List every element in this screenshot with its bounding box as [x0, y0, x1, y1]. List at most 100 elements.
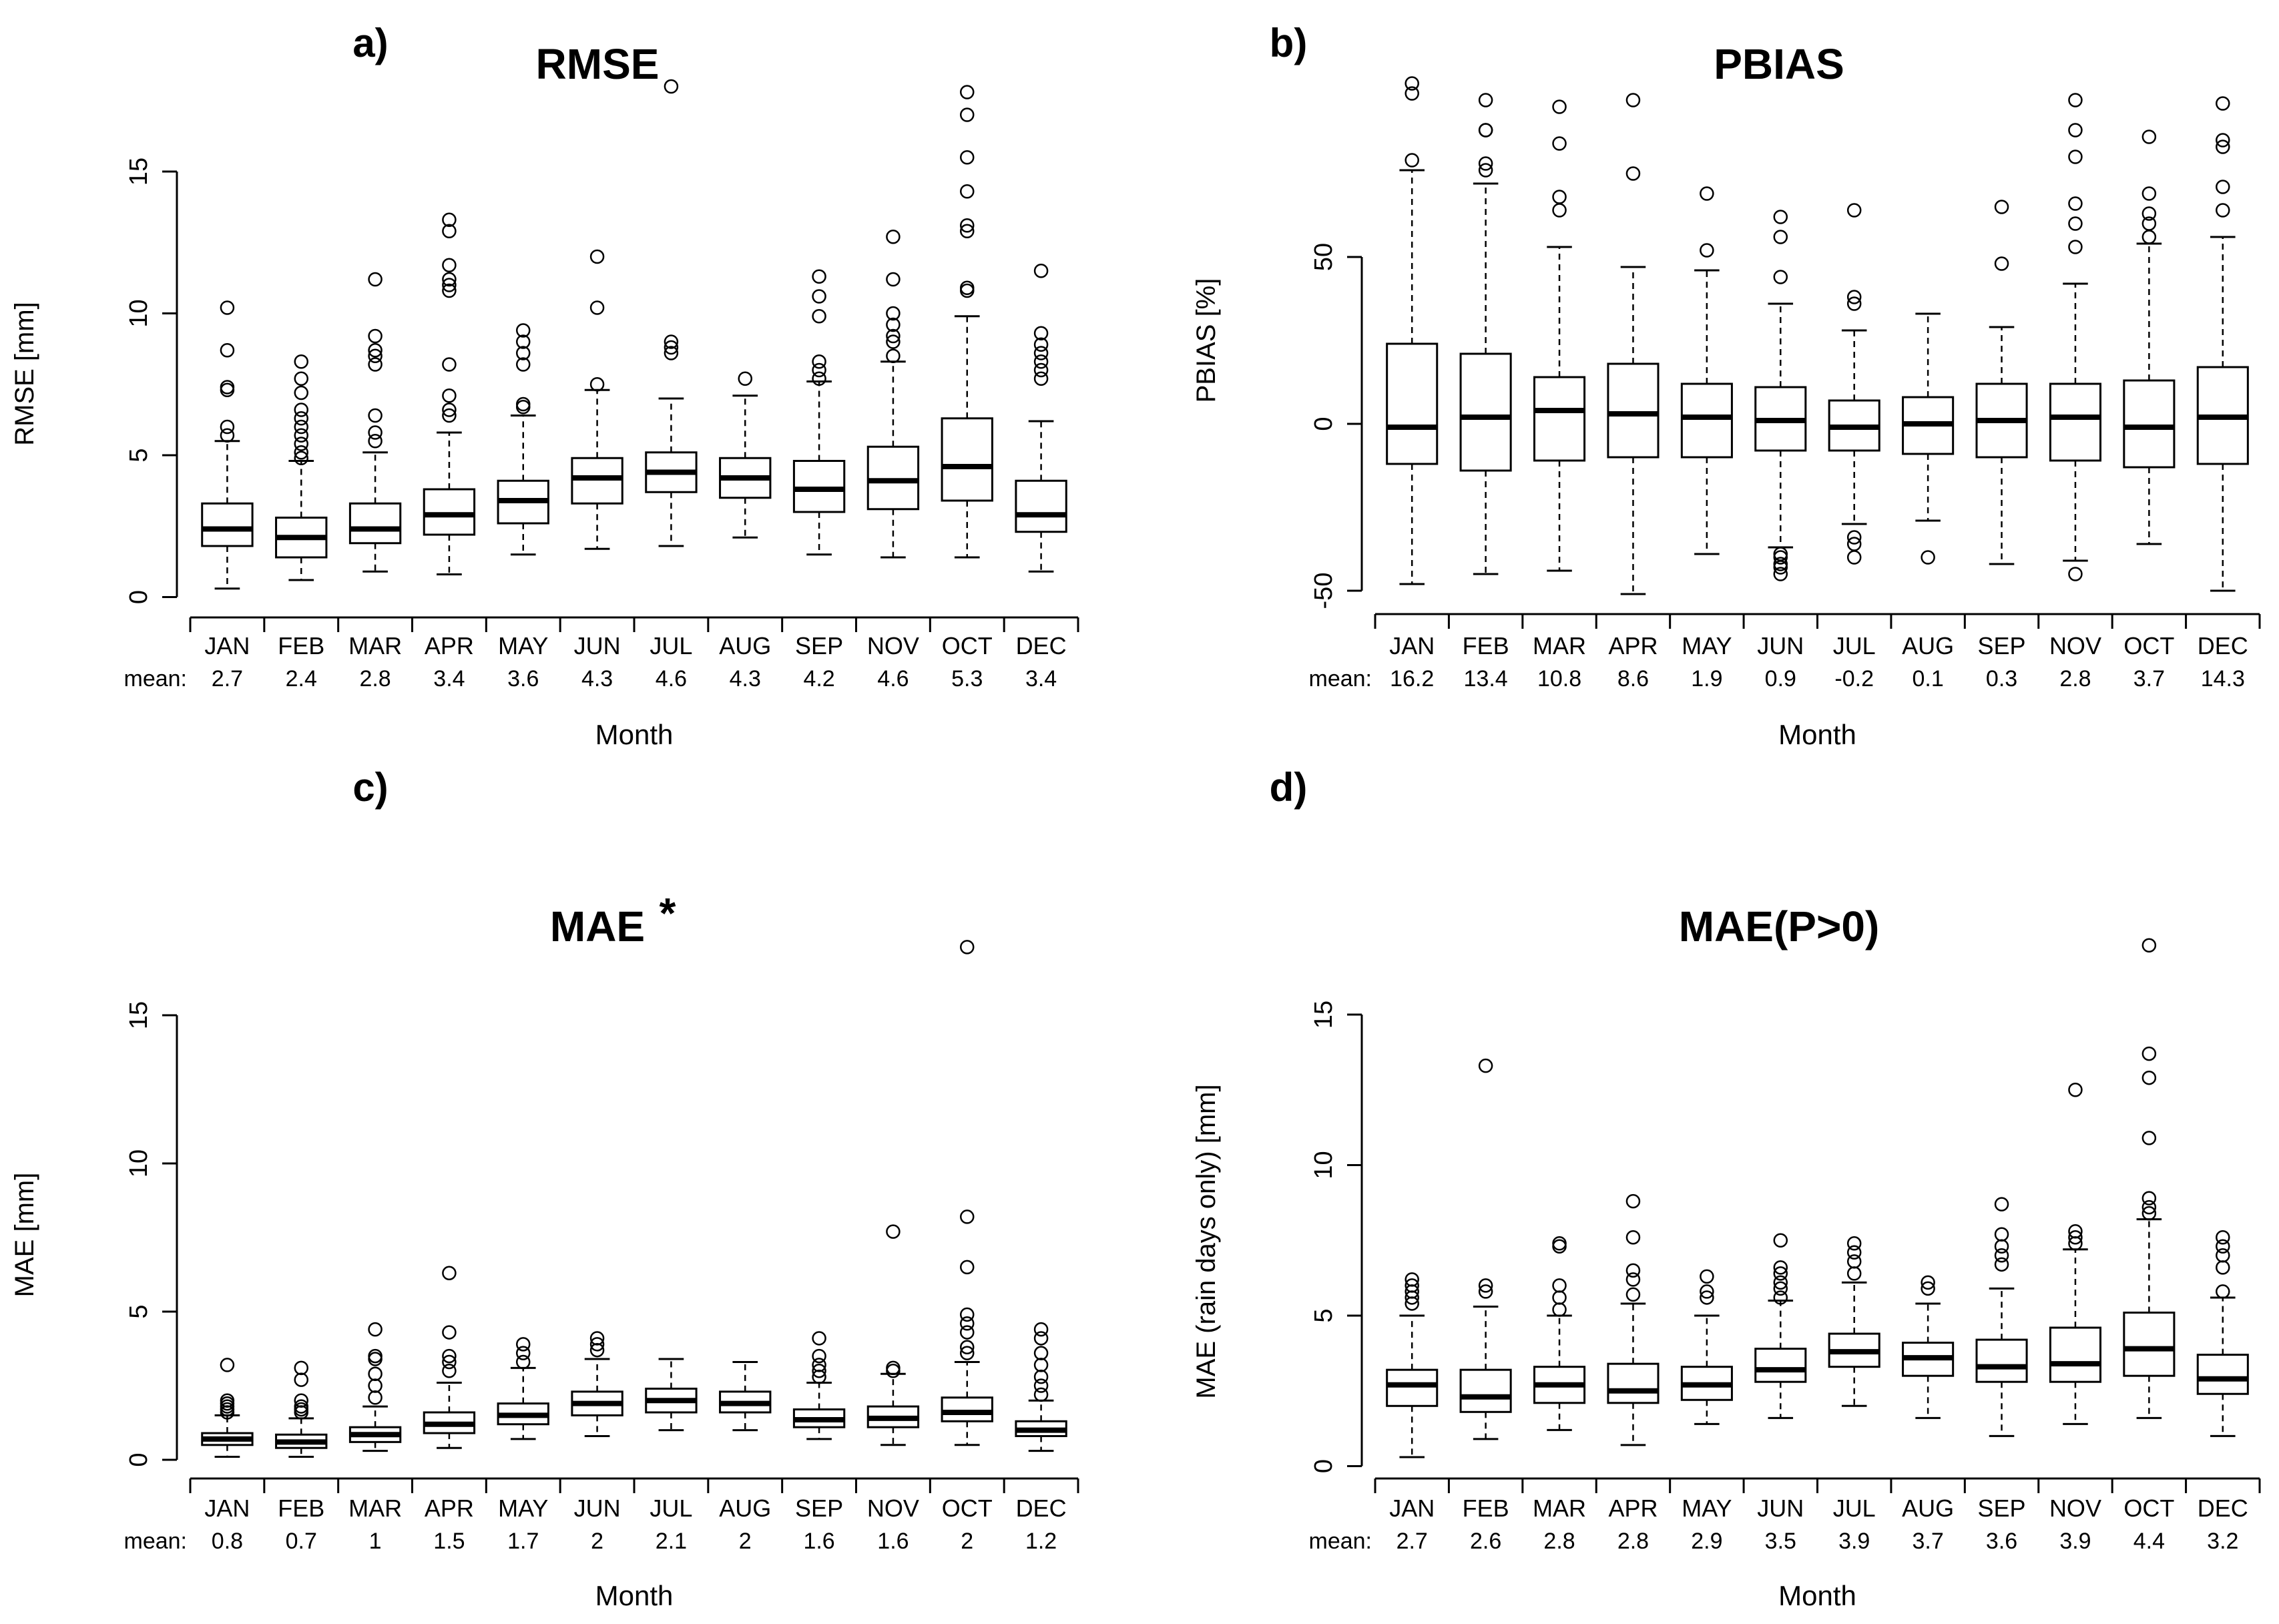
x-tick-label: JAN — [1389, 1495, 1435, 1522]
y-tick-label: 0 — [1310, 1459, 1338, 1473]
outlier-point — [2141, 216, 2157, 231]
outlier-point — [589, 1331, 605, 1346]
outlier-point — [2216, 1284, 2230, 1299]
box-mar — [348, 1322, 402, 1452]
box-apr — [1607, 1193, 1660, 1446]
outlier-point — [442, 402, 457, 417]
outlier-point — [442, 388, 457, 403]
outlier-point — [1478, 1278, 1493, 1293]
mean-value: 3.4 — [1025, 666, 1057, 692]
outlier-point — [516, 346, 531, 360]
outlier-point — [1552, 1239, 1567, 1254]
mean-value: 4.6 — [877, 666, 909, 692]
x-tick-label: OCT — [942, 632, 993, 659]
box-nov — [866, 1224, 920, 1446]
outlier-point — [2141, 186, 2157, 201]
mean-label: mean: — [124, 666, 188, 692]
iqr-box — [941, 417, 993, 502]
box-oct — [941, 85, 993, 559]
outlier-point — [1994, 1257, 2009, 1272]
y-tick-label: 5 — [1310, 1308, 1338, 1322]
outlier-point — [1994, 1239, 2009, 1254]
x-tick-label: MAR — [348, 632, 402, 659]
outlier-point — [812, 1348, 826, 1364]
outlier-point — [294, 1360, 308, 1376]
box-sep — [1975, 1197, 2028, 1437]
outlier-point — [1773, 1233, 1788, 1248]
outlier-point — [2141, 938, 2157, 953]
outlier-point — [294, 411, 308, 426]
outlier-point — [220, 382, 235, 397]
box-jun — [1754, 1233, 1807, 1419]
outlier-point — [1846, 296, 1862, 311]
mean-value: 1 — [369, 1529, 382, 1554]
outlier-point — [664, 346, 679, 360]
x-tick-label: OCT — [2123, 1495, 2174, 1522]
outlier-point — [1921, 1281, 1935, 1296]
outlier-point — [2068, 1083, 2083, 1097]
x-tick-label: JUN — [1757, 632, 1804, 659]
outlier-point — [1625, 166, 1641, 181]
outlier-point — [516, 396, 531, 412]
mean-value: 2.8 — [1617, 1529, 1649, 1554]
outlier-point — [2068, 93, 2083, 107]
outlier-point — [812, 1331, 826, 1346]
outlier-point — [294, 1372, 308, 1387]
mean-value: 4.2 — [803, 666, 834, 692]
chart-title: MAE — [550, 902, 645, 951]
mean-value: 1.9 — [1691, 666, 1722, 692]
outlier-point — [1625, 1287, 1641, 1302]
outlier-point — [1994, 256, 2009, 271]
outlier-point — [812, 309, 826, 324]
x-tick-label: FEB — [1463, 1495, 1509, 1522]
x-tick-label: NOV — [867, 1495, 919, 1522]
x-tick-label: MAY — [498, 1495, 548, 1522]
outlier-point — [2068, 1230, 2083, 1245]
outlier-point — [1552, 190, 1567, 204]
mean-value: 4.6 — [656, 666, 687, 692]
x-tick-label: MAY — [1682, 632, 1732, 659]
mean-value: 3.5 — [1765, 1529, 1796, 1554]
mean-value: 2.8 — [2059, 666, 2091, 692]
outlier-point — [1773, 1266, 1788, 1281]
outlier-point — [368, 1352, 383, 1366]
iqr-box — [1533, 376, 1586, 462]
y-axis-label: MAE [mm] — [10, 1173, 39, 1298]
outlier-point — [294, 385, 308, 400]
x-axis-label: Month — [1778, 719, 1856, 750]
box-mar — [1533, 1236, 1586, 1431]
iqr-box — [2123, 379, 2176, 469]
outlier-point — [960, 150, 975, 165]
y-tick-label: 0 — [125, 1452, 153, 1466]
box-jul — [1828, 203, 1880, 565]
y-axis-label: MAE (rain days only) [mm] — [1192, 1084, 1221, 1398]
outlier-point — [220, 380, 235, 394]
outlier-point — [220, 1358, 235, 1372]
box-oct — [2123, 938, 2176, 1419]
outlier-point — [2141, 1205, 2157, 1221]
box-feb — [1459, 93, 1512, 575]
box-jun — [1754, 210, 1807, 581]
mean-value: 0.3 — [1986, 666, 2017, 692]
outlier-point — [1033, 1331, 1049, 1346]
outlier-point — [812, 1358, 826, 1372]
iqr-box — [1015, 479, 1067, 533]
box-jan — [201, 300, 254, 590]
outlier-point — [1033, 371, 1049, 386]
outlier-point — [1700, 186, 1714, 201]
mean-value: 16.2 — [1390, 666, 1434, 692]
mean-value: 2 — [961, 1529, 973, 1554]
outlier-point — [812, 289, 826, 304]
outlier-point — [1773, 1260, 1788, 1275]
mean-value: 2.9 — [1691, 1529, 1722, 1554]
outlier-point — [2141, 1131, 2157, 1145]
panel-label: b) — [1270, 21, 1308, 65]
x-tick-label: AUG — [1902, 632, 1954, 659]
box-oct — [2123, 129, 2176, 545]
outlier-point — [294, 445, 308, 460]
outlier-point — [2068, 123, 2083, 138]
y-tick-label: 0 — [1310, 417, 1338, 431]
x-tick-label: AUG — [719, 1495, 771, 1522]
outlier-point — [442, 1266, 457, 1281]
x-tick-label: DEC — [1016, 1495, 1067, 1522]
